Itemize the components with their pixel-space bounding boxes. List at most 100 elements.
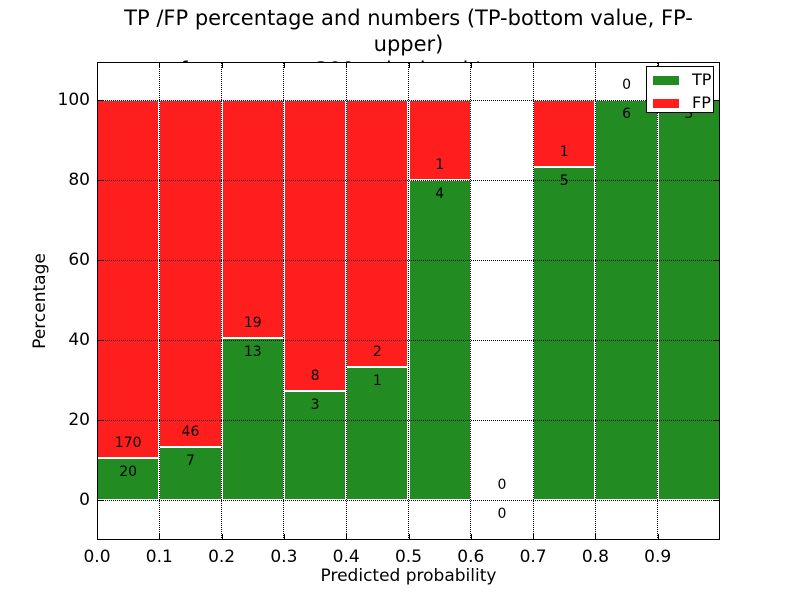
- fp-bar-segment: [221, 100, 284, 338]
- y-tick-label: 40: [68, 330, 90, 350]
- fp-count-label: 1: [435, 157, 445, 173]
- fp-bar-segment: [283, 100, 347, 391]
- horizontal-gridline: [97, 180, 720, 181]
- y-axis-right-tick: [714, 100, 719, 101]
- fp-bar-segment: [533, 100, 596, 167]
- x-axis-tick: [283, 534, 285, 539]
- x-axis-top-tick: [408, 63, 410, 68]
- tp-bar-segment: [595, 100, 658, 500]
- horizontal-gridline: [97, 420, 720, 421]
- y-axis-tick: [98, 500, 103, 501]
- y-axis-right-tick: [714, 500, 719, 501]
- fp-bar-segment: [408, 100, 471, 180]
- tp-bar-segment: [657, 100, 720, 500]
- y-tick-label: 80: [68, 170, 90, 190]
- x-axis-tick: [159, 534, 161, 539]
- tp-count-label: 1: [372, 372, 382, 389]
- y-axis-tick: [98, 180, 103, 181]
- x-axis-tick: [470, 534, 472, 539]
- x-tick-label: 0.7: [519, 547, 547, 567]
- tp-count-label: 7: [185, 453, 195, 470]
- x-axis-tick: [97, 534, 98, 539]
- tp-bar-segment: [346, 366, 409, 500]
- tp-count-label: 4: [435, 186, 445, 202]
- legend: TP FP: [646, 66, 714, 113]
- legend-label-tp: TP: [692, 70, 712, 89]
- tp-count-label: 6: [622, 106, 631, 122]
- fp-count-label: 8: [310, 367, 320, 384]
- fp-bar-segment: [346, 100, 409, 367]
- horizontal-gridline: [97, 340, 720, 341]
- x-axis-top-tick: [283, 63, 285, 68]
- x-axis-tick: [657, 534, 659, 539]
- x-axis-label: Predicted probability: [320, 566, 497, 586]
- y-axis-right-tick: [714, 340, 719, 341]
- x-axis-tick: [408, 534, 410, 539]
- tp-count-label: 3: [684, 106, 694, 122]
- x-axis-tick: [221, 534, 223, 539]
- vertical-gridline: [657, 62, 659, 540]
- x-tick-label: 0.1: [145, 547, 173, 567]
- chart-title-line1: TP /FP percentage and numbers (TP-bottom…: [124, 6, 693, 56]
- fp-count-label: 0: [622, 77, 631, 93]
- tp-bar-segment: [97, 457, 160, 500]
- fp-bar-segment: [159, 100, 222, 448]
- x-axis-top-tick: [719, 63, 720, 68]
- tp-bar-segment: [221, 337, 284, 500]
- horizontal-gridline: [97, 100, 720, 101]
- x-tick-label: 0.6: [457, 547, 485, 567]
- x-axis-top-tick: [159, 63, 161, 68]
- vertical-gridline: [345, 62, 347, 540]
- tp-bar-segment: [283, 390, 347, 500]
- tp-count-label: 20: [119, 463, 138, 480]
- y-axis-tick: [98, 260, 103, 261]
- fp-count-label: 19: [243, 314, 262, 331]
- x-axis-top-tick: [657, 63, 659, 68]
- tp-count-label: 3: [310, 396, 320, 413]
- vertical-gridline: [283, 62, 285, 540]
- fp-count-label: 46: [181, 424, 200, 441]
- x-axis-top-tick: [533, 63, 535, 68]
- x-tick-label: 0.9: [644, 547, 672, 567]
- x-axis-top-tick: [221, 63, 223, 68]
- x-axis-top-tick: [595, 63, 597, 68]
- vertical-gridline: [158, 62, 160, 540]
- x-axis-top-tick: [346, 63, 348, 68]
- tp-count-label: 5: [559, 172, 569, 189]
- vertical-gridline: [408, 62, 409, 540]
- horizontal-gridline: [97, 500, 720, 501]
- fp-count-label: 0: [497, 477, 507, 493]
- y-axis-tick: [98, 100, 103, 101]
- x-axis-tick: [346, 534, 348, 539]
- x-tick-label: 0.0: [83, 547, 111, 567]
- legend-item-fp: FP: [653, 93, 713, 113]
- tp-bar-segment: [533, 166, 596, 500]
- tp-bar-segment: [159, 447, 222, 500]
- y-axis-tick: [98, 340, 103, 341]
- x-axis-tick: [595, 534, 597, 539]
- fp-count-label: 1: [559, 143, 569, 160]
- tp-count-label: 0: [497, 506, 507, 522]
- x-tick-label: 0.4: [332, 547, 360, 567]
- fp-count-label: 170: [114, 434, 142, 451]
- vertical-gridline: [221, 62, 223, 540]
- tp-count-label: 13: [243, 343, 262, 360]
- vertical-gridline: [594, 62, 596, 540]
- y-tick-label: 0: [79, 490, 90, 510]
- legend-label-fp: FP: [692, 93, 711, 112]
- plot-area: TP FP 17020467191383211400150603: [97, 62, 720, 540]
- y-axis-right-tick: [714, 260, 719, 261]
- y-tick-label: 100: [57, 90, 90, 110]
- legend-item-tp: TP: [653, 70, 713, 90]
- horizontal-gridline: [97, 260, 720, 261]
- x-axis-top-tick: [470, 63, 472, 68]
- fp-bar-segment: [97, 100, 160, 458]
- x-axis-top-tick: [97, 63, 98, 68]
- tp-legend-swatch-icon: [653, 75, 679, 85]
- x-axis-tick: [533, 534, 535, 539]
- vertical-gridline: [532, 62, 534, 540]
- x-axis-tick: [719, 534, 720, 539]
- x-tick-label: 0.2: [208, 547, 236, 567]
- y-axis-tick: [98, 420, 103, 421]
